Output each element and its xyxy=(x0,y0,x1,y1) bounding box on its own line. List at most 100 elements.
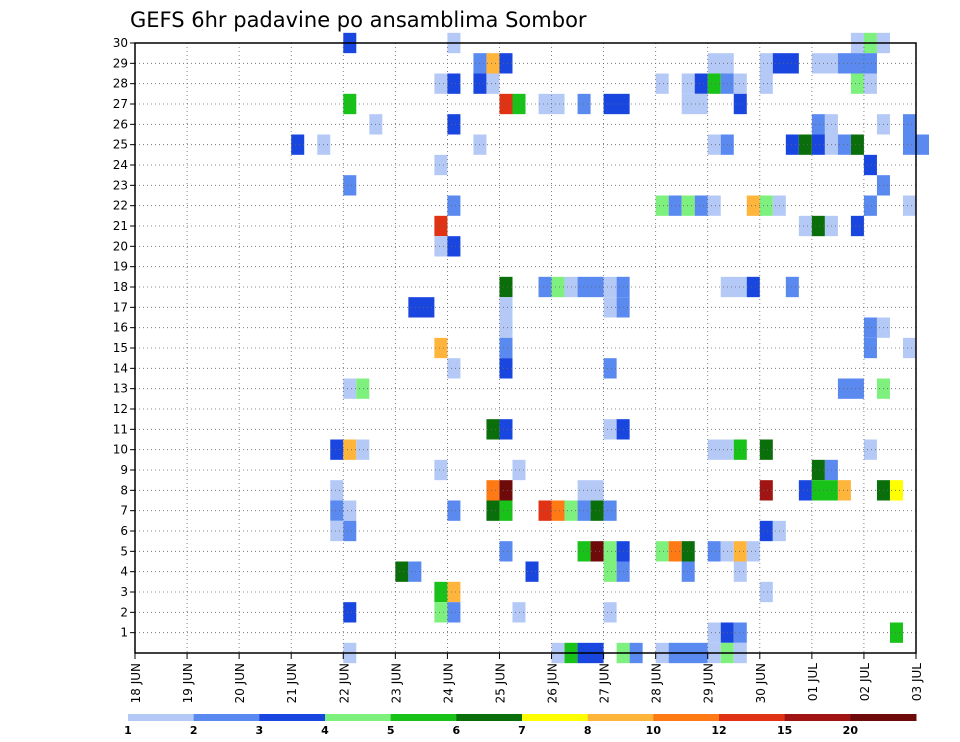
y-tick-label: 26 xyxy=(113,117,128,131)
y-tick-label: 19 xyxy=(113,260,128,274)
precip-cell xyxy=(434,602,448,623)
colorbar-label: 2 xyxy=(190,724,198,737)
precip-cell xyxy=(577,480,604,501)
precip-cell xyxy=(681,73,695,94)
precip-cell xyxy=(681,541,695,562)
precip-cell xyxy=(902,195,916,216)
precip-cell xyxy=(512,93,526,115)
precip-cell xyxy=(759,195,773,216)
colorbar-swatch xyxy=(128,714,195,721)
precip-cell xyxy=(902,114,916,135)
precip-cell xyxy=(499,500,513,521)
precip-cell xyxy=(486,73,500,94)
precip-cell xyxy=(603,297,617,318)
x-tick-label: 30 JUN xyxy=(754,663,768,703)
y-tick-label: 16 xyxy=(113,321,128,335)
precip-cell xyxy=(863,154,877,176)
precip-cell xyxy=(356,439,370,460)
colorbar-label: 4 xyxy=(321,724,329,737)
precip-cell xyxy=(837,378,864,399)
precip-cell xyxy=(499,337,513,359)
precip-cell xyxy=(759,581,773,603)
precip-cell xyxy=(525,561,539,582)
precip-cell xyxy=(434,236,448,257)
y-tick-label: 3 xyxy=(120,585,128,599)
y-tick-label: 25 xyxy=(113,138,128,152)
chart-title: GEFS 6hr padavine po ansamblima Sombor xyxy=(130,8,587,32)
precip-cell xyxy=(343,500,357,521)
precip-cell xyxy=(707,134,721,155)
precip-cell xyxy=(733,541,747,562)
precip-cell xyxy=(434,337,448,359)
precip-cell xyxy=(694,195,708,216)
grid-layer xyxy=(135,43,916,653)
precip-cell xyxy=(733,93,747,115)
precip-cell xyxy=(538,276,552,298)
precip-cell xyxy=(447,195,461,216)
y-tick-label: 30 xyxy=(113,36,128,50)
y-tick-label: 5 xyxy=(120,544,128,558)
colorbar-swatch xyxy=(259,714,326,721)
precip-cell xyxy=(356,378,370,399)
colorbar-swatch xyxy=(587,714,654,721)
y-tick-label: 12 xyxy=(113,402,128,416)
cells-layer xyxy=(291,32,930,664)
precip-cell xyxy=(889,622,903,643)
precip-cell xyxy=(343,93,357,115)
precip-cell xyxy=(486,480,500,501)
y-tick-label: 7 xyxy=(120,504,128,518)
precip-cell xyxy=(811,134,825,155)
x-tick-label: 01 JUL xyxy=(806,663,820,701)
precip-cell xyxy=(785,134,799,155)
precip-cell xyxy=(811,114,825,135)
precip-cell xyxy=(577,93,591,115)
precip-cell xyxy=(707,439,734,460)
y-tick-label: 27 xyxy=(113,97,128,111)
colorbar-label: 5 xyxy=(387,724,395,737)
precip-cell xyxy=(447,114,461,135)
precip-cell xyxy=(863,73,877,94)
precip-cell xyxy=(512,459,526,481)
y-tick-label: 22 xyxy=(113,199,128,213)
precip-cell xyxy=(577,500,591,521)
colorbar-label: 7 xyxy=(518,724,526,737)
precip-cell xyxy=(694,73,708,94)
colorbar-swatch xyxy=(653,714,720,721)
precip-cell xyxy=(889,480,903,501)
precip-cell xyxy=(850,215,864,237)
precip-cell xyxy=(499,541,513,562)
y-tick-label: 14 xyxy=(113,361,128,375)
precip-cell xyxy=(590,500,604,521)
precip-cell xyxy=(603,358,617,379)
precip-cell xyxy=(720,276,747,298)
x-tick-label: 19 JUN xyxy=(181,663,195,703)
y-tick-label: 24 xyxy=(113,158,128,172)
colorbar-swatch xyxy=(522,714,589,721)
precip-cell xyxy=(603,561,617,582)
colorbar-swatch xyxy=(456,714,523,721)
precip-cell xyxy=(447,602,461,623)
precip-cell xyxy=(486,419,500,440)
precip-cell xyxy=(408,561,422,582)
precip-cell xyxy=(434,73,448,94)
colorbar-label: 10 xyxy=(646,724,662,737)
y-tick-label: 9 xyxy=(120,463,128,477)
x-tick-label: 20 JUN xyxy=(233,663,247,703)
precip-cell xyxy=(837,480,851,501)
x-tick-label: 25 JUN xyxy=(493,663,507,703)
colorbar-swatch xyxy=(719,714,786,721)
precip-cell xyxy=(798,134,812,155)
x-tick-label: 18 JUN xyxy=(129,663,143,703)
precip-cell xyxy=(707,73,721,94)
colorbar: 1 2 3 4 5 6 7 8 10 12 15 20 xyxy=(124,714,917,737)
precip-cell xyxy=(850,134,864,155)
x-tick-label: 21 JUN xyxy=(285,663,299,703)
precip-cell xyxy=(447,358,461,379)
y-tick-label: 15 xyxy=(113,341,128,355)
precip-cell xyxy=(863,195,877,216)
precip-cell xyxy=(733,622,747,643)
precip-cell xyxy=(330,480,344,501)
precip-cell xyxy=(499,53,513,74)
precip-cell xyxy=(330,439,344,460)
precip-cell xyxy=(681,195,695,216)
